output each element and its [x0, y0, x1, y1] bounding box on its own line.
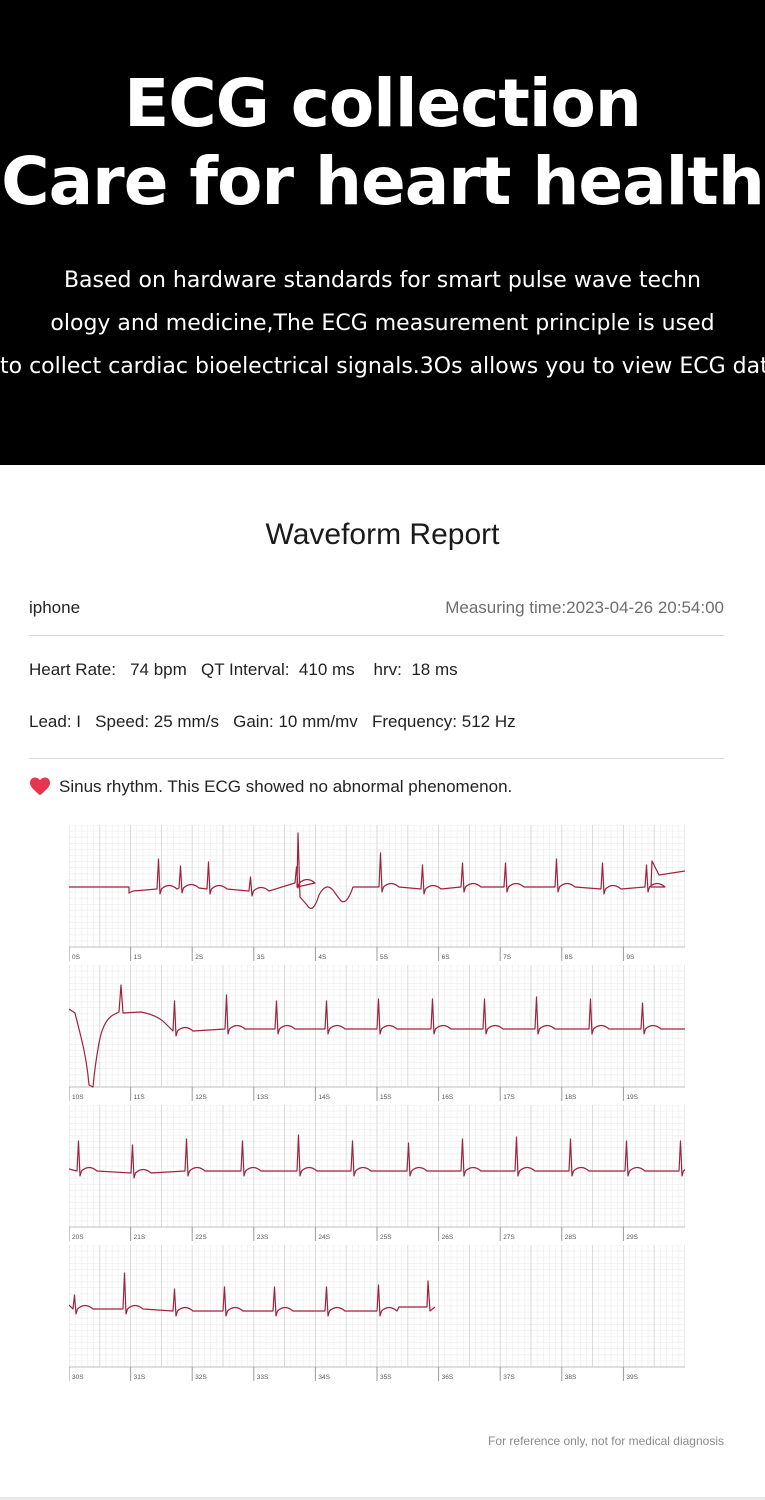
hero-title-line2: Care for heart health — [1, 143, 765, 220]
second-tick-label: 0S — [72, 954, 81, 961]
second-tick-label: 1S — [134, 954, 143, 961]
second-tick-label: 10S — [72, 1094, 84, 1101]
second-tick-label: 36S — [442, 1374, 454, 1381]
second-tick-label: 18S — [565, 1094, 577, 1101]
ecg-trace — [69, 984, 685, 1088]
second-tick-label: 4S — [318, 954, 327, 961]
second-tick-label: 22S — [195, 1234, 207, 1241]
second-tick-label: 28S — [565, 1234, 577, 1241]
second-tick-label: 11S — [134, 1094, 146, 1101]
device-name: iphone — [29, 598, 81, 617]
divider — [29, 635, 724, 636]
second-tick-label: 27S — [503, 1234, 515, 1241]
second-tick-label: 25S — [380, 1234, 392, 1241]
second-tick-label: 32S — [195, 1374, 207, 1381]
second-tick-label: 23S — [257, 1234, 269, 1241]
hero-banner: ECG collection Care for heart health Bas… — [0, 0, 765, 465]
second-tick-label: 20S — [72, 1234, 84, 1241]
second-tick-label: 9S — [626, 954, 635, 961]
second-tick-label: 3S — [257, 954, 266, 961]
second-tick-label: 21S — [134, 1234, 146, 1241]
report-title: Waveform Report — [265, 518, 500, 551]
hero-description-line1: Based on hardware standards for smart pu… — [63, 268, 702, 293]
second-tick-label: 5S — [380, 954, 389, 961]
second-tick-label: 34S — [318, 1374, 330, 1381]
second-tick-label: 6S — [442, 954, 451, 961]
second-tick-label: 14S — [318, 1094, 330, 1101]
second-tick-label: 29S — [626, 1234, 638, 1241]
second-tick-label: 19S — [626, 1094, 638, 1101]
second-tick-label: 12S — [195, 1094, 207, 1101]
ecg-strip-1: 10S 11S 12S 13S 14S 15S 16S 17S 18S 19S — [69, 965, 685, 1103]
disclaimer: For reference only, not for medical diag… — [488, 1434, 724, 1448]
footer-divider — [0, 1497, 765, 1500]
metrics-row-settings: Lead: I Speed: 25 mm/s Gain: 10 mm/mv Fr… — [29, 712, 516, 731]
second-tick-label: 16S — [442, 1094, 454, 1101]
ecg-strip-3: 30S 31S 32S 33S 34S 35S 36S 37S 38S 39S — [69, 1245, 685, 1383]
second-tick-label: 35S — [380, 1374, 392, 1381]
ecg-trace — [69, 832, 685, 909]
divider — [29, 758, 724, 759]
hero-description-line2: ology and medicine,The ECG measurement p… — [50, 311, 715, 336]
ecg-trace — [69, 1134, 685, 1179]
ecg-trace — [69, 1272, 436, 1317]
metrics-row-vitals: Heart Rate: 74 bpm QT Interval: 410 ms h… — [29, 660, 458, 679]
second-tick-label: 30S — [72, 1374, 84, 1381]
second-tick-label: 15S — [380, 1094, 392, 1101]
ecg-strip-0: 0S 1S 2S 3S 4S 5S 6S 7S 8S 9S — [69, 825, 685, 963]
second-tick-label: 8S — [565, 954, 574, 961]
second-tick-label: 2S — [195, 954, 204, 961]
second-tick-label: 24S — [318, 1234, 330, 1241]
measuring-time: Measuring time:2023-04-26 20:54:00 — [445, 598, 724, 617]
second-tick-label: 38S — [565, 1374, 577, 1381]
second-tick-label: 26S — [442, 1234, 454, 1241]
second-tick-label: 31S — [134, 1374, 146, 1381]
second-tick-label: 33S — [257, 1374, 269, 1381]
second-tick-label: 39S — [626, 1374, 638, 1381]
hero-description-line3: to collect cardiac bioelectrical signals… — [0, 354, 765, 379]
finding-text: Sinus rhythm. This ECG showed no abnorma… — [59, 777, 513, 796]
heart-icon — [29, 777, 51, 796]
second-tick-label: 7S — [503, 954, 512, 961]
hero-title-line1: ECG collection — [124, 65, 642, 142]
second-tick-label: 13S — [257, 1094, 269, 1101]
second-tick-label: 37S — [503, 1374, 515, 1381]
diagnosis-finding: Sinus rhythm. This ECG showed no abnorma… — [29, 776, 512, 798]
second-tick-label: 17S — [503, 1094, 515, 1101]
ecg-strip-2: 20S 21S 22S 23S 24S 25S 26S 27S 28S 29S — [69, 1105, 685, 1243]
